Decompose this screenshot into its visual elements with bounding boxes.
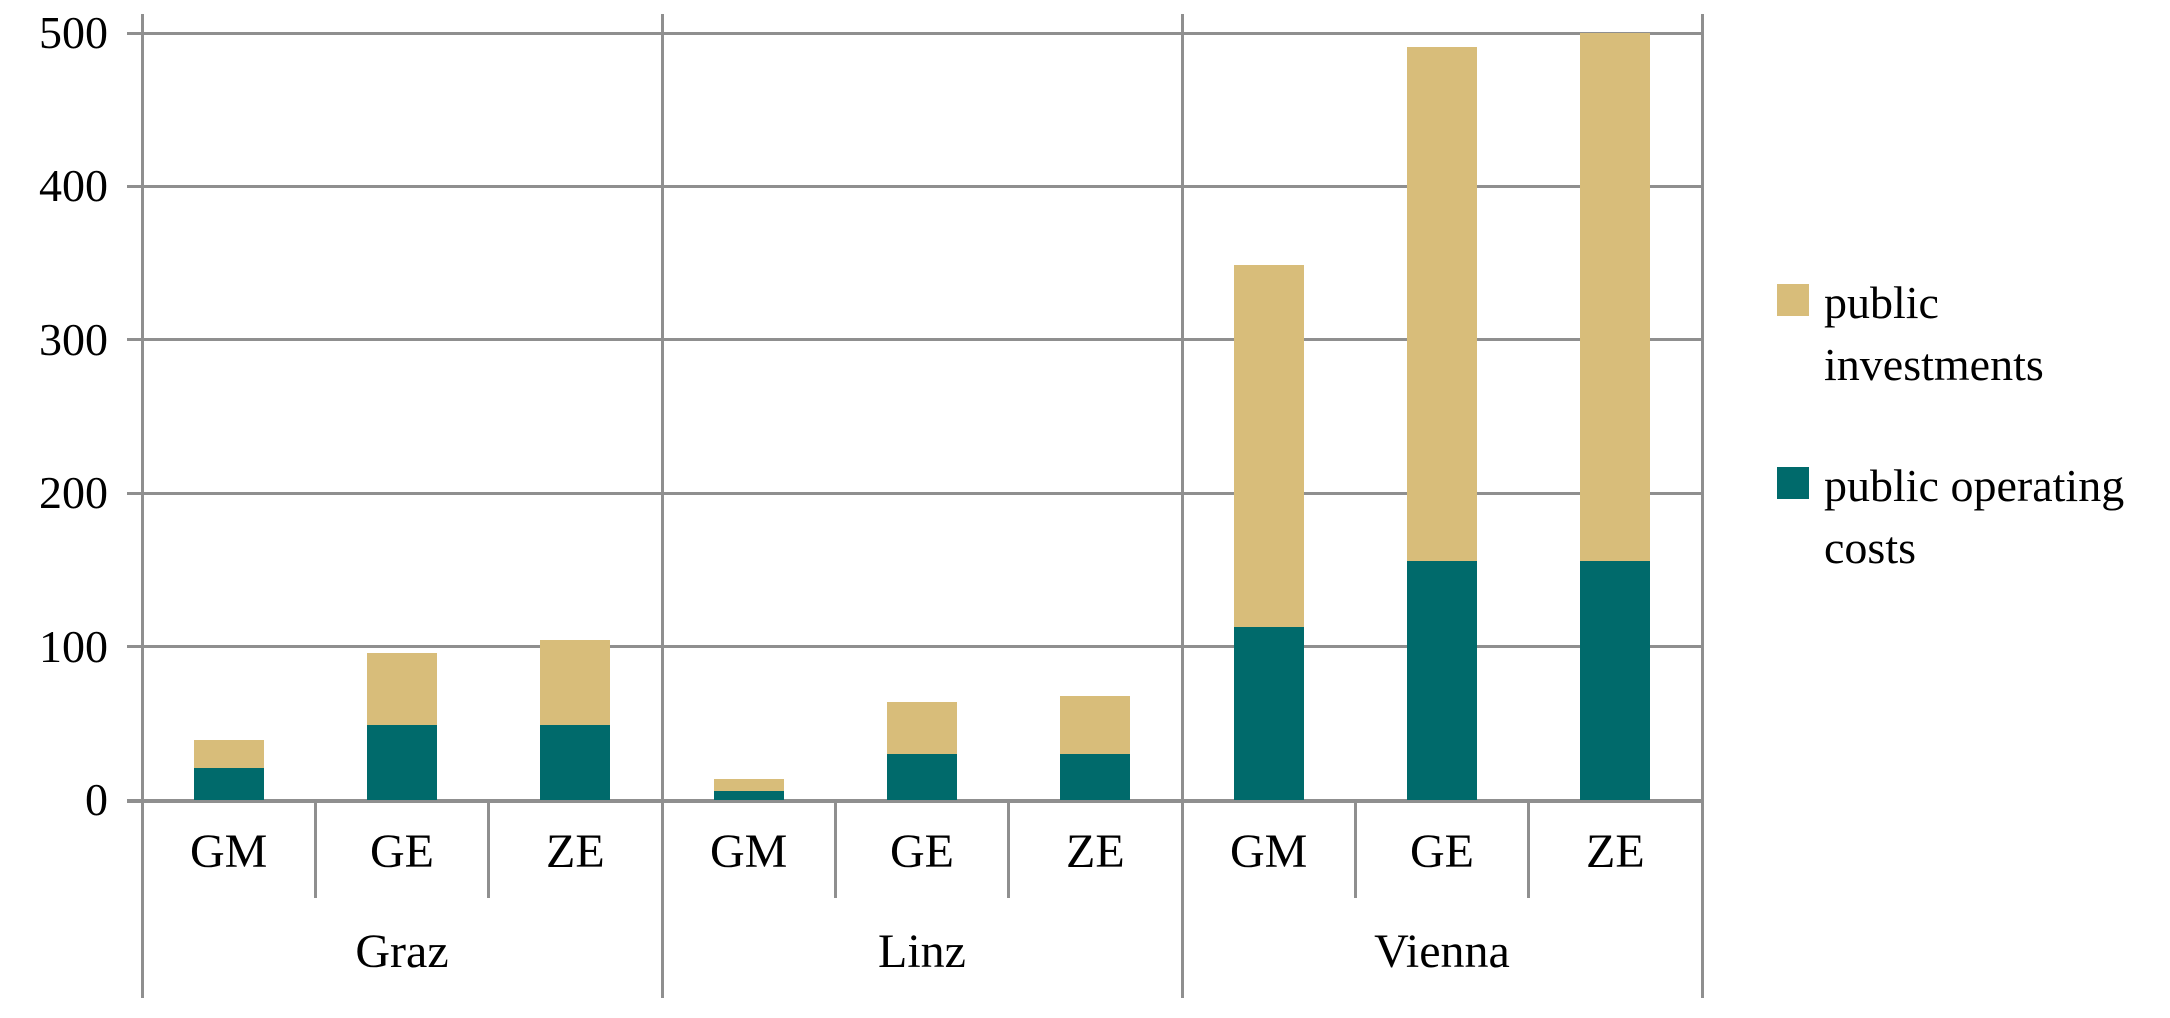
gridline-200 — [127, 491, 1704, 495]
legend: public investments public operating cost… — [1777, 0, 2170, 1018]
bar-segment-vienna-ze-investments — [1580, 33, 1651, 561]
gridline-300 — [127, 338, 1704, 342]
group-separator-2 — [1180, 14, 1184, 998]
bar-segment-linz-ge-operating-costs — [887, 753, 957, 800]
legend-entry-public-investments: public investments — [1777, 272, 2169, 396]
legend-label-public-investments: public investments — [1824, 277, 2044, 390]
subcategory-label-vienna-ze: ZE — [1586, 825, 1645, 878]
legend-swatch-public-operating-costs — [1777, 467, 1809, 499]
bar-segment-graz-ze-operating-costs — [540, 724, 611, 800]
y-tick-label-0: 0 — [85, 774, 108, 825]
subcategory-label-vienna-ge: GE — [1410, 825, 1474, 878]
gridline-400 — [127, 184, 1704, 188]
bar-segment-graz-gm-investments — [193, 740, 264, 768]
bar-segment-graz-ge-operating-costs — [367, 724, 437, 800]
subcategory-divider — [1353, 800, 1357, 898]
legend-entry-public-operating-costs: public operating costs — [1777, 455, 2169, 579]
gridline-500 — [127, 31, 1704, 35]
bar-segment-linz-ge-investments — [887, 701, 957, 754]
bar-segment-graz-ge-investments — [367, 652, 437, 725]
bar-segment-vienna-gm-operating-costs — [1233, 626, 1304, 800]
bar-segment-vienna-gm-investments — [1233, 264, 1304, 627]
y-axis-line — [140, 14, 144, 998]
bar-segment-graz-ze-investments — [540, 640, 611, 725]
y-tick-label-100: 100 — [39, 620, 108, 672]
group-label-linz: Linz — [878, 925, 966, 978]
legend-swatch-public-investments — [1777, 284, 1809, 316]
subcategory-divider — [313, 800, 317, 898]
subcategory-divider — [487, 800, 491, 898]
subcategory-label-graz-ge: GE — [370, 825, 434, 878]
y-tick-label-300: 300 — [39, 313, 108, 365]
bar-segment-vienna-ge-operating-costs — [1407, 560, 1477, 800]
subcategory-label-linz-ge: GE — [890, 825, 954, 878]
subcategory-divider — [833, 800, 837, 898]
bar-segment-linz-gm-operating-costs — [713, 790, 784, 800]
legend-label-public-operating-costs: public operating costs — [1824, 460, 2125, 573]
group-label-graz: Graz — [355, 925, 449, 978]
group-separator-1 — [660, 14, 664, 998]
group-label-vienna: Vienna — [1374, 925, 1510, 978]
subcategory-label-graz-gm: GM — [189, 825, 268, 878]
subcategory-label-linz-gm: GM — [709, 825, 788, 878]
subcategory-label-vienna-gm: GM — [1229, 825, 1308, 878]
bar-segment-linz-ze-operating-costs — [1060, 753, 1131, 800]
subcategory-divider — [1007, 800, 1011, 898]
plot-right-border — [1700, 14, 1704, 998]
y-tick-label-400: 400 — [39, 160, 108, 212]
subcategory-label-linz-ze: ZE — [1066, 825, 1125, 878]
gridline-100 — [127, 645, 1704, 649]
gridline-0 — [127, 798, 1704, 803]
y-tick-label-200: 200 — [39, 467, 108, 519]
bar-segment-vienna-ge-investments — [1407, 46, 1477, 561]
bar-segment-linz-gm-investments — [713, 778, 784, 791]
subcategory-label-graz-ze: ZE — [546, 825, 605, 878]
bar-segment-vienna-ze-operating-costs — [1580, 560, 1651, 800]
y-tick-label-500: 500 — [39, 7, 108, 58]
subcategory-divider — [1527, 800, 1531, 898]
bar-segment-linz-ze-investments — [1060, 695, 1131, 754]
bar-segment-graz-gm-operating-costs — [193, 767, 264, 800]
